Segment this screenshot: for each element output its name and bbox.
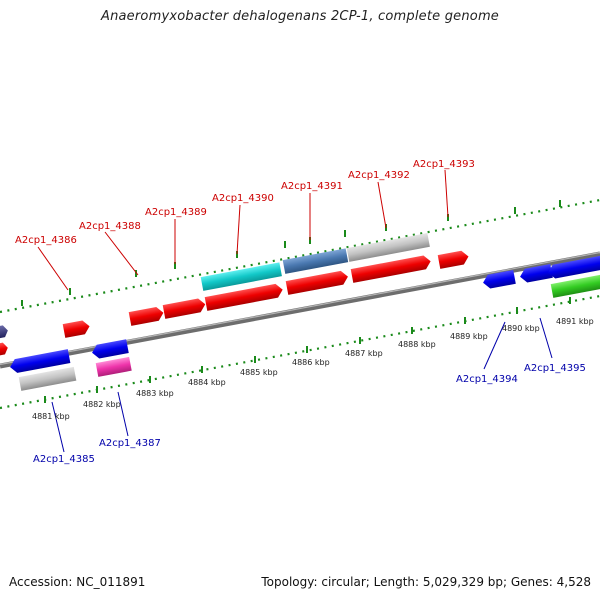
gene-arrow-a2cp1-4392[interactable] [350,254,432,283]
gene-arrow-a2cp1-4393[interactable] [437,250,470,269]
gene-label[interactable]: A2cp1_4390 [212,193,274,204]
reverse-gene-labels: A2cp1_4385 A2cp1_4387 A2cp1_4394 A2cp1_4… [33,363,586,465]
gene-label[interactable]: A2cp1_4395 [524,363,586,374]
gene-block-a2cp1-4385-gray[interactable] [18,366,77,391]
tick-row-bottom [0,294,600,410]
gene-arrow-a2cp1-4385[interactable] [9,349,71,374]
gene-label[interactable]: A2cp1_4392 [348,170,410,181]
genome-summary: Topology: circular; Length: 5,029,329 bp… [261,575,591,589]
gene-block-a2cp1-4387-pink[interactable] [95,356,132,377]
gene-arrow-a2cp1-4389[interactable] [162,297,207,319]
gene-arrow-a2cp1-4386[interactable] [62,319,91,338]
kbp-label: 4889 kbp [450,332,488,341]
kbp-scale-labels: 4881 kbp 4882 kbp 4883 kbp 4884 kbp 4885… [32,317,594,421]
kbp-label: 4882 kbp [83,400,121,409]
gene-arrow-a2cp1-4391[interactable] [285,270,350,295]
forward-gene-arrows [0,233,470,358]
reverse-leader-lines [51,317,553,453]
gene-label[interactable]: A2cp1_4385 [33,454,95,465]
gene-arrow-a2cp1-4387[interactable] [91,339,129,359]
genome-title: Anaeromyxobacter dehalogenans 2CP-1, com… [100,9,500,24]
kbp-label: 4883 kbp [136,389,174,398]
gene-label[interactable]: A2cp1_4388 [79,221,141,232]
gene-arrow-a2cp1-4388[interactable] [128,306,165,326]
kbp-label: 4890 kbp [502,324,540,333]
forward-leader-lines [37,169,449,291]
gene-block-a2cp1-4391-steel[interactable] [282,248,349,274]
gene-arrow-navy-left[interactable] [0,325,9,340]
gene-label[interactable]: A2cp1_4394 [456,374,518,385]
gene-label[interactable]: A2cp1_4389 [145,207,207,218]
accession-label: Accession: NC_011891 [9,575,146,589]
gene-label[interactable]: A2cp1_4393 [413,159,475,170]
major-ticks-top [21,200,561,306]
kbp-label: 4881 kbp [32,412,70,421]
gene-arrow-a2cp1-4395[interactable] [519,263,553,284]
major-ticks-bottom [44,297,571,403]
gene-arrow-red-edge[interactable] [0,342,9,358]
gene-label[interactable]: A2cp1_4391 [281,181,343,192]
kbp-label: 4891 kbp [556,317,594,326]
kbp-label: 4884 kbp [188,378,226,387]
kbp-label: 4888 kbp [398,340,436,349]
gene-label[interactable]: A2cp1_4387 [99,438,161,449]
gene-block-a2cp1-4392-gray[interactable] [346,233,430,262]
gene-block-a2cp1-4390-cyan[interactable] [200,262,282,291]
gene-arrow-blue-right[interactable] [547,254,600,280]
gene-block-green-right[interactable] [550,273,600,298]
gene-arrow-a2cp1-4390[interactable] [204,283,284,311]
reverse-gene-arrows [9,254,600,391]
kbp-label: 4887 kbp [345,349,383,358]
kbp-label: 4885 kbp [240,368,278,377]
forward-gene-labels: A2cp1_4386 A2cp1_4388 A2cp1_4389 A2cp1_4… [15,159,475,246]
gene-arrow-a2cp1-4394[interactable] [482,269,516,290]
tick-row-top [0,198,600,314]
gene-label[interactable]: A2cp1_4386 [15,235,77,246]
kbp-label: 4886 kbp [292,358,330,367]
